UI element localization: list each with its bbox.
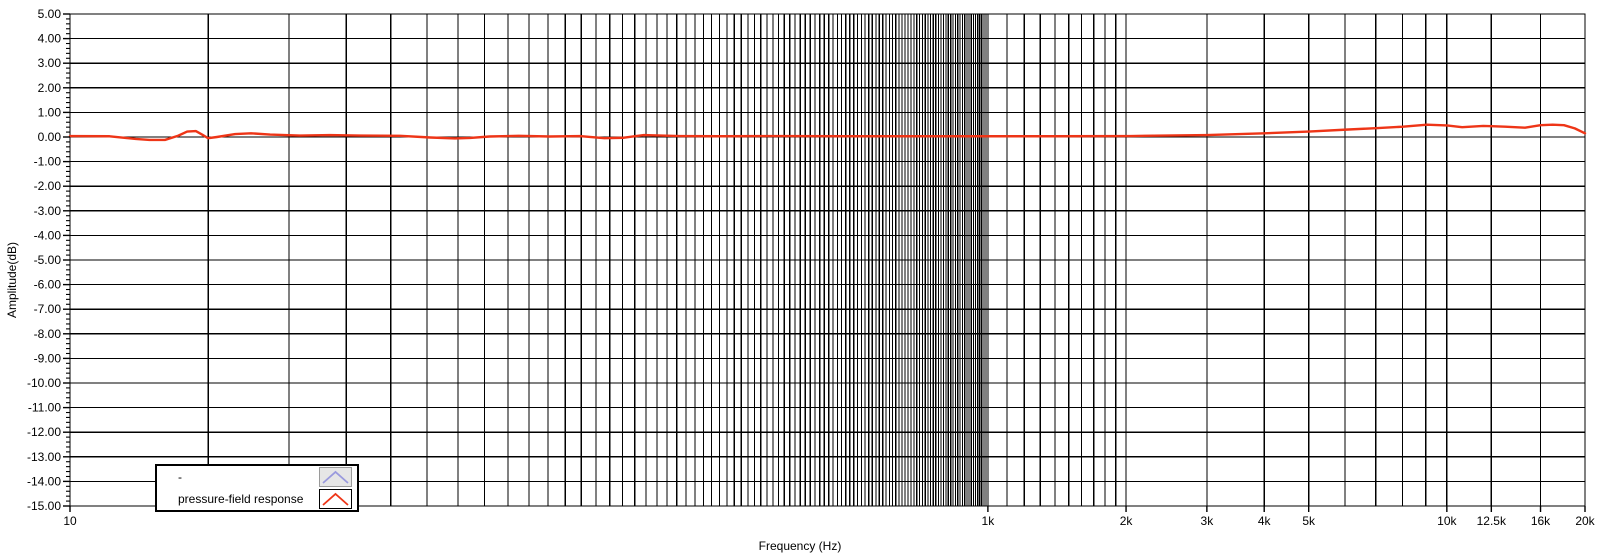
y-tick-label: -9.00 [34, 351, 62, 365]
x-tick-label: 4k [1258, 514, 1272, 528]
legend-item-blue[interactable]: - [157, 466, 357, 488]
y-tick-label: 0.00 [38, 130, 62, 144]
y-tick-label: 3.00 [38, 56, 62, 70]
y-axis-title: Amplitude(dB) [5, 242, 19, 318]
y-tick-label: 4.00 [38, 32, 62, 46]
y-tick-label: -11.00 [28, 401, 61, 415]
curve-layer [68, 123, 1587, 142]
x-tick-label: 2k [1120, 514, 1134, 528]
y-tick-label: -6.00 [34, 278, 62, 292]
y-tick-label: -13.00 [27, 450, 61, 464]
series-curve-1 [68, 123, 1587, 142]
y-tick-label: -4.00 [34, 228, 62, 242]
legend-label-pressure-field: pressure-field response [178, 492, 304, 506]
x-tick-label: 3k [1201, 514, 1215, 528]
tick-layer: -15.00 -14.00 -13.00 -12.00 -11.00 -10.00 -9.0… [27, 7, 1596, 528]
legend-item-pressure-field[interactable]: pressure-field response [157, 488, 357, 510]
grid-layer [69, 13, 1586, 507]
y-tick-label: 5.00 [38, 7, 62, 21]
y-tick-label: -8.00 [34, 327, 62, 341]
x-tick-label: 10k [1437, 514, 1457, 528]
x-tick-label: 20k [1575, 514, 1595, 528]
x-tick-label: 5k [1302, 514, 1316, 528]
x-axis-title: Frequency (Hz) [759, 539, 842, 553]
y-tick-label: -12.00 [27, 425, 61, 439]
y-tick-label: -10.00 [27, 376, 61, 390]
y-tick-label: -2.00 [34, 179, 62, 193]
legend-sample-pressure-field[interactable] [319, 489, 352, 509]
plot-legend: - pressure-field response [155, 464, 359, 512]
y-tick-label: 2.00 [38, 81, 62, 95]
y-tick-label: 1.00 [38, 105, 62, 119]
y-tick-label: -5.00 [34, 253, 62, 267]
x-tick-label: 10 [63, 514, 77, 528]
legend-sample-blue[interactable] [319, 467, 352, 487]
y-tick-label: -1.00 [34, 155, 62, 169]
caret-icon [322, 492, 349, 506]
y-tick-label: -7.00 [34, 302, 62, 316]
x-tick-label: 1k [982, 514, 996, 528]
y-tick-label: -15.00 [27, 499, 61, 513]
x-tick-label: 16k [1531, 514, 1551, 528]
caret-icon [322, 470, 349, 484]
y-tick-label: -14.00 [27, 474, 61, 488]
y-tick-label: -3.00 [34, 204, 62, 218]
x-tick-label: 12.5k [1477, 514, 1507, 528]
legend-label-blue: - [178, 470, 182, 484]
